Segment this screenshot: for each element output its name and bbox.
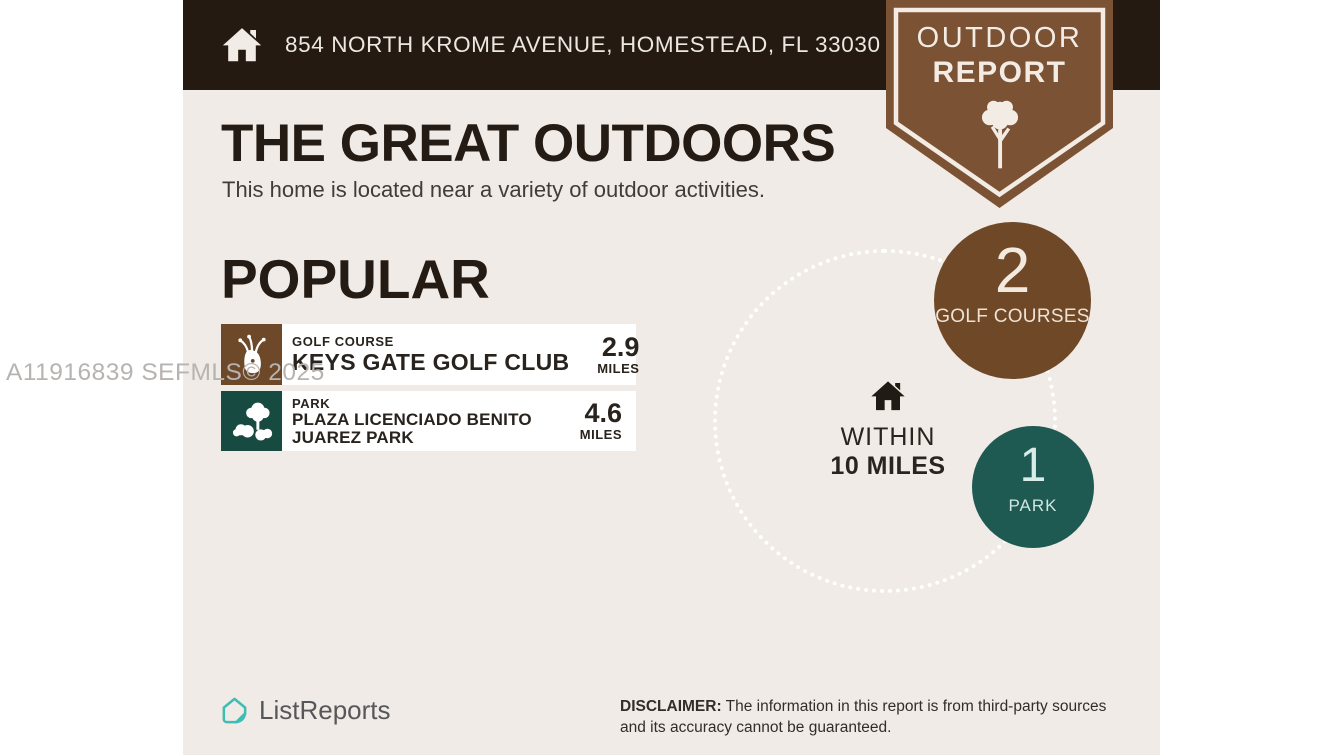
golf-count-label: GOLF COURSES <box>935 306 1090 327</box>
listreports-house-icon <box>222 697 247 724</box>
flyer-content: 854 NORTH KROME AVENUE, HOMESTEAD, FL 33… <box>183 0 1160 755</box>
park-card-text: PARK PLAZA LICENCIADO BENITO JUAREZ PARK <box>282 391 552 451</box>
radius-dotted-circle <box>713 249 1057 593</box>
home-icon <box>222 28 262 62</box>
golf-count: 2 <box>994 234 1031 306</box>
popular-heading: POPULAR <box>221 248 490 310</box>
park-distance: 4.6 MILES <box>552 391 636 451</box>
within-text: WITHIN <box>840 423 936 451</box>
park-count-label: PARK <box>1008 496 1058 515</box>
property-address: 854 NORTH KROME AVENUE, HOMESTEAD, FL 33… <box>285 32 881 57</box>
list-item-golf-course: GOLF COURSE KEYS GATE GOLF CLUB 2.9 MILE… <box>221 324 639 385</box>
page-subtitle: This home is located near a variety of o… <box>222 177 765 202</box>
category-label: GOLF COURSE <box>292 333 394 349</box>
page-title: THE GREAT OUTDOORS <box>221 114 836 173</box>
badge-title-line2: REPORT <box>932 56 1067 89</box>
golf-distance: 2.9 MILES <box>569 324 653 385</box>
place-name: PLAZA LICENCIADO BENITO JUAREZ PARK <box>292 409 532 447</box>
park-count-bubble: 1 PARK <box>972 426 1094 548</box>
distance-unit: MILES <box>579 427 622 442</box>
distance-value: 2.9 <box>601 331 640 362</box>
badge-title-line1: OUTDOOR <box>916 22 1083 54</box>
golf-count-bubble: 2 GOLF COURSES <box>934 222 1091 379</box>
golf-bag-icon <box>237 334 266 373</box>
within-miles-text: 10 MILES <box>830 452 946 480</box>
disclaimer-text: DISCLAIMER: The information in this repo… <box>620 696 1126 739</box>
popular-list: GOLF COURSE KEYS GATE GOLF CLUB 2.9 MILE… <box>221 324 639 457</box>
disclaimer-body: The information in this report is from t… <box>620 698 1107 737</box>
category-label: PARK <box>292 395 331 411</box>
distance-unit: MILES <box>597 360 640 376</box>
park-tile <box>221 391 282 451</box>
place-name: KEYS GATE GOLF CLUB <box>292 348 570 375</box>
brand-name: ListReports <box>259 695 391 725</box>
outdoor-report-badge: OUTDOOR REPORT <box>886 0 1113 208</box>
golf-tile <box>221 324 282 385</box>
park-count: 1 <box>1019 439 1047 492</box>
tree-icon <box>981 100 1018 169</box>
mls-watermark: A11916839 SEFMLS© 2025 <box>6 359 325 386</box>
listreports-brand: ListReports <box>219 695 391 726</box>
badge-text: OUTDOOR REPORT <box>886 0 1113 177</box>
disclaimer-label: DISCLAIMER: <box>620 698 722 715</box>
park-icon <box>232 402 272 441</box>
list-item-park: PARK PLAZA LICENCIADO BENITO JUAREZ PARK… <box>221 391 636 451</box>
distance-value: 4.6 <box>584 398 622 428</box>
golf-card-text: GOLF COURSE KEYS GATE GOLF CLUB <box>282 324 569 385</box>
within-radius-label: WITHIN 10 MILES <box>803 376 973 481</box>
home-icon <box>871 381 905 411</box>
